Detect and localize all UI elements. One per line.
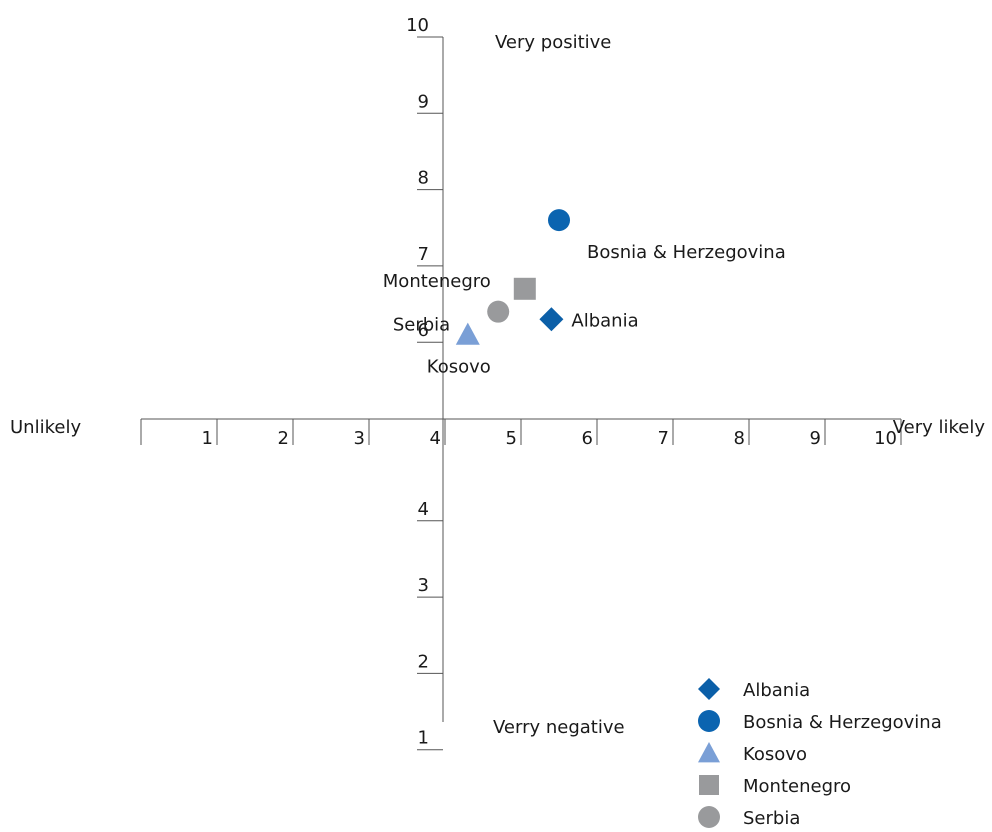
point-albania [539,307,564,332]
y-tick-label: 9 [418,91,429,112]
legend-label: Bosnia & Herzegovina [743,712,942,733]
point-kosovo [455,322,480,345]
point-label: Serbia [393,315,450,336]
y-tick-label: 4 [418,499,429,520]
x-tick-label: 5 [506,428,517,449]
legend-label: Albania [743,680,810,701]
tick-labels: 1 2 3 4 5 6 7 8 9 10 1 2 3 4 6 7 8 9 10 [202,15,897,749]
axis-end-labels: Unlikely Very likely Very positive Verry… [10,32,985,738]
x-tick-label: 10 [874,428,897,449]
y-axis-min-label: Verry negative [493,717,625,738]
legend-marker [699,775,719,795]
legend-label: Montenegro [743,776,851,797]
point-label: Albania [571,310,638,331]
y-tick-label: 1 [418,728,429,749]
legend-marker [698,678,720,700]
x-tick-label: 3 [354,428,365,449]
point-bosnia-herzegovina [548,209,570,232]
x-tick-label: 7 [658,428,669,449]
point-label: Bosnia & Herzegovina [587,242,786,263]
axes [140,36,902,751]
legend-label: Serbia [743,808,800,829]
x-tick-label: 4 [430,428,441,449]
point-label: Montenegro [383,271,491,292]
legend-label: Kosovo [743,744,807,765]
y-axis-max-label: Very positive [495,32,611,53]
point-montenegro [513,277,536,300]
legend-marker [698,806,720,828]
y-tick-label: 8 [418,168,429,189]
x-tick-label: 1 [202,428,213,449]
y-tick-label: 10 [406,15,429,36]
y-tick-label: 3 [418,575,429,596]
x-tick-label: 9 [810,428,821,449]
legend-marker [698,742,720,763]
point-label: Kosovo [427,357,491,378]
x-tick-label: 2 [278,428,289,449]
y-tick-label: 6 [418,320,429,341]
x-tick-label: 6 [582,428,593,449]
x-axis-min-label: Unlikely [10,417,81,438]
legend-marker [698,710,720,732]
y-tick-label: 7 [418,244,429,265]
point-serbia [487,300,510,323]
x-axis-max-label: Very likely [893,417,986,438]
y-tick-label: 2 [418,651,429,672]
x-tick-label: 8 [734,428,745,449]
data-points [455,209,570,345]
legend: Albania Bosnia & Herzegovina Kosovo Montene… [698,678,942,829]
point-labels: Albania Bosnia & Herzegovina Kosovo Montene… [383,242,786,377]
